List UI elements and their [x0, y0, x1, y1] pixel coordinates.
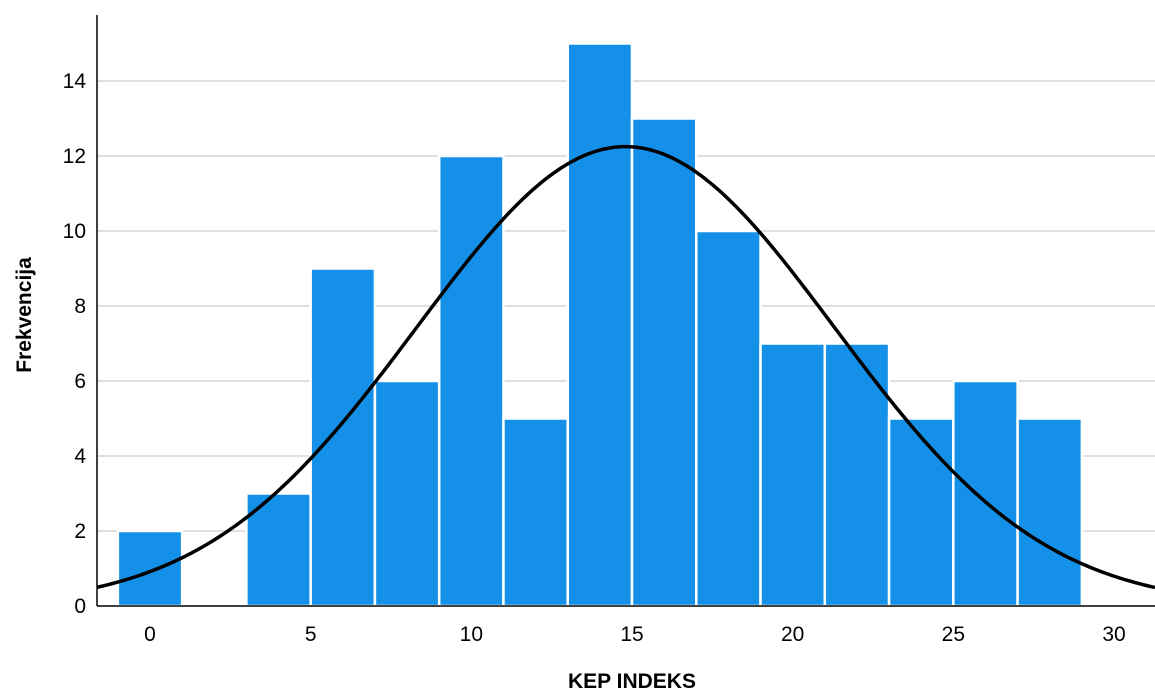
- x-axis-title: KEP INDEKS: [568, 670, 696, 693]
- y-tick-label: 12: [63, 145, 86, 168]
- x-tick-label: 25: [942, 623, 965, 646]
- x-tick-labels: 0 5 10 15 20 25 30: [144, 623, 1126, 646]
- normal-curve-group: [96, 144, 1155, 590]
- x-tick-label: 20: [781, 623, 804, 646]
- histogram-bar: [952, 379, 1019, 608]
- histogram-bar: [887, 417, 955, 608]
- histogram-bar: [566, 42, 634, 608]
- histogram-bar: [630, 117, 698, 608]
- y-tick-labels: 0 2 4 6 8 10 12 14: [63, 70, 87, 618]
- histogram-bar: [309, 267, 377, 608]
- y-tick-label: 4: [74, 445, 86, 468]
- y-tick-label: 6: [74, 370, 86, 393]
- x-tick-label: 30: [1102, 623, 1125, 646]
- normal-curve: [96, 144, 1155, 590]
- x-tick-label: 10: [460, 623, 483, 646]
- histogram-bar: [373, 379, 441, 608]
- histogram-bars: [116, 42, 1084, 608]
- y-tick-label: 2: [74, 520, 86, 543]
- y-tick-label: 14: [63, 70, 87, 93]
- axes: [96, 15, 1155, 607]
- y-axis-title: Frekvencija: [13, 257, 36, 373]
- x-tick-label: 5: [305, 623, 317, 646]
- x-tick-label: 15: [620, 623, 643, 646]
- histogram-bar: [823, 342, 891, 608]
- histogram-bar: [502, 417, 569, 608]
- y-tick-label: 10: [63, 220, 86, 243]
- histogram-bar: [437, 154, 505, 608]
- x-tick-label: 0: [144, 623, 156, 646]
- histogram-bar: [695, 229, 762, 608]
- histogram-bar: [1016, 417, 1084, 608]
- y-tick-label: 0: [74, 595, 86, 618]
- y-tick-label: 8: [74, 295, 86, 318]
- histogram-bar: [759, 342, 827, 608]
- histogram-bar: [116, 529, 184, 608]
